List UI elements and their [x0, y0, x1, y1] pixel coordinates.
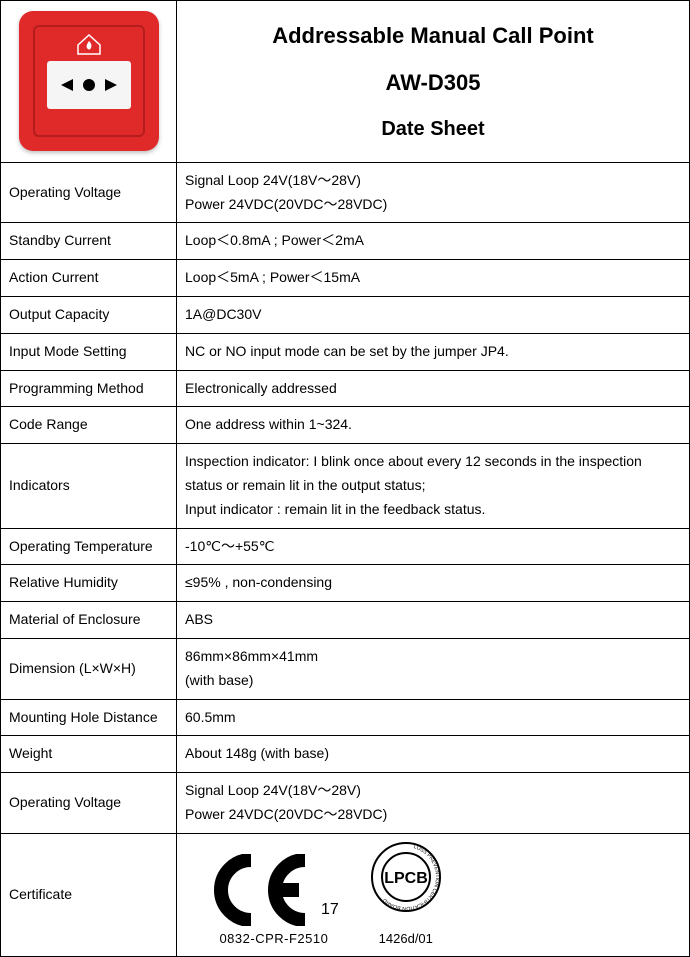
spec-row: IndicatorsInspection indicator: I blink … — [1, 444, 690, 528]
title-line-1: Addressable Manual Call Point — [185, 17, 681, 54]
lpcb-code: 1426d/01 — [363, 928, 449, 950]
title-line-3: Date Sheet — [185, 112, 681, 146]
arrow-left-icon — [105, 79, 117, 91]
ce-block: 17 0832-CPR-F2510 — [209, 854, 339, 950]
spec-label: Standby Current — [1, 223, 177, 260]
house-flame-icon — [76, 33, 102, 55]
certificate-row: Certificate 17 0832-CPR-F2510 — [1, 833, 690, 956]
title-line-2: AW-D305 — [185, 64, 681, 101]
datasheet-table: Addressable Manual Call Point AW-D305 Da… — [0, 0, 690, 957]
spec-row: Action CurrentLoop＜5mA ; Power＜15mA — [1, 260, 690, 297]
spec-row: Dimension (L×W×H)86mm×86mm×41mm(with bas… — [1, 638, 690, 699]
title-cell: Addressable Manual Call Point AW-D305 Da… — [177, 1, 690, 163]
spec-value: ABS — [177, 602, 690, 639]
spec-label: Operating Voltage — [1, 162, 177, 223]
spec-row: Operating VoltageSignal Loop 24V(18V～28V… — [1, 162, 690, 223]
spec-label: Mounting Hole Distance — [1, 699, 177, 736]
spec-value: -10℃～+55℃ — [177, 528, 690, 565]
spec-label: Action Current — [1, 260, 177, 297]
spec-value: Loop＜5mA ; Power＜15mA — [177, 260, 690, 297]
ce-code: 0832-CPR-F2510 — [209, 928, 339, 950]
spec-label: Weight — [1, 736, 177, 773]
spec-label: Operating Voltage — [1, 773, 177, 834]
spec-value: Loop＜0.8mA ; Power＜2mA — [177, 223, 690, 260]
spec-label: Material of Enclosure — [1, 602, 177, 639]
center-dot-icon — [83, 79, 95, 91]
certificate-label: Certificate — [1, 833, 177, 956]
spec-value: About 148g (with base) — [177, 736, 690, 773]
spec-body: Operating VoltageSignal Loop 24V(18V～28V… — [1, 162, 690, 833]
spec-row: Operating VoltageSignal Loop 24V(18V～28V… — [1, 773, 690, 834]
spec-label: Input Mode Setting — [1, 333, 177, 370]
spec-label: Output Capacity — [1, 296, 177, 333]
spec-label: Operating Temperature — [1, 528, 177, 565]
spec-row: Material of EnclosureABS — [1, 602, 690, 639]
header-row: Addressable Manual Call Point AW-D305 Da… — [1, 1, 690, 163]
spec-value: 60.5mm — [177, 699, 690, 736]
spec-value: Signal Loop 24V(18V～28V)Power 24VDC(20VD… — [177, 773, 690, 834]
spec-value: Signal Loop 24V(18V～28V)Power 24VDC(20VD… — [177, 162, 690, 223]
lpcb-block: LOSS PREVENTION CERTIFICATION BOARD LPCB… — [363, 840, 449, 950]
spec-row: Output Capacity1A@DC30V — [1, 296, 690, 333]
ce-suffix: 17 — [321, 896, 339, 923]
spec-row: Operating Temperature-10℃～+55℃ — [1, 528, 690, 565]
spec-row: Input Mode SettingNC or NO input mode ca… — [1, 333, 690, 370]
arrow-right-icon — [61, 79, 73, 91]
spec-value: One address within 1~324. — [177, 407, 690, 444]
device-press-panel — [47, 61, 131, 109]
spec-value: NC or NO input mode can be set by the ju… — [177, 333, 690, 370]
spec-label: Dimension (L×W×H) — [1, 638, 177, 699]
spec-row: Programming MethodElectronically address… — [1, 370, 690, 407]
spec-row: WeightAbout 148g (with base) — [1, 736, 690, 773]
certificate-cell: 17 0832-CPR-F2510 LOSS PREVENTION CERTIF… — [177, 833, 690, 956]
spec-value: Inspection indicator: I blink once about… — [177, 444, 690, 528]
certificate-wrap: 17 0832-CPR-F2510 LOSS PREVENTION CERTIF… — [185, 840, 681, 950]
spec-label: Code Range — [1, 407, 177, 444]
spec-row: Relative Humidity≤95% , non-condensing — [1, 565, 690, 602]
spec-label: Programming Method — [1, 370, 177, 407]
lpcb-badge-icon: LOSS PREVENTION CERTIFICATION BOARD LPCB — [363, 840, 449, 918]
spec-value: ≤95% , non-condensing — [177, 565, 690, 602]
device-inner-frame — [33, 25, 145, 137]
ce-mark-icon: 17 — [209, 854, 339, 926]
spec-row: Code RangeOne address within 1~324. — [1, 407, 690, 444]
spec-value: 1A@DC30V — [177, 296, 690, 333]
spec-value: 86mm×86mm×41mm(with base) — [177, 638, 690, 699]
svg-text:LPCB: LPCB — [384, 870, 428, 887]
spec-label: Indicators — [1, 444, 177, 528]
spec-row: Standby CurrentLoop＜0.8mA ; Power＜2mA — [1, 223, 690, 260]
spec-row: Mounting Hole Distance60.5mm — [1, 699, 690, 736]
product-image-cell — [1, 1, 177, 163]
device-mock — [19, 11, 159, 151]
spec-label: Relative Humidity — [1, 565, 177, 602]
spec-value: Electronically addressed — [177, 370, 690, 407]
